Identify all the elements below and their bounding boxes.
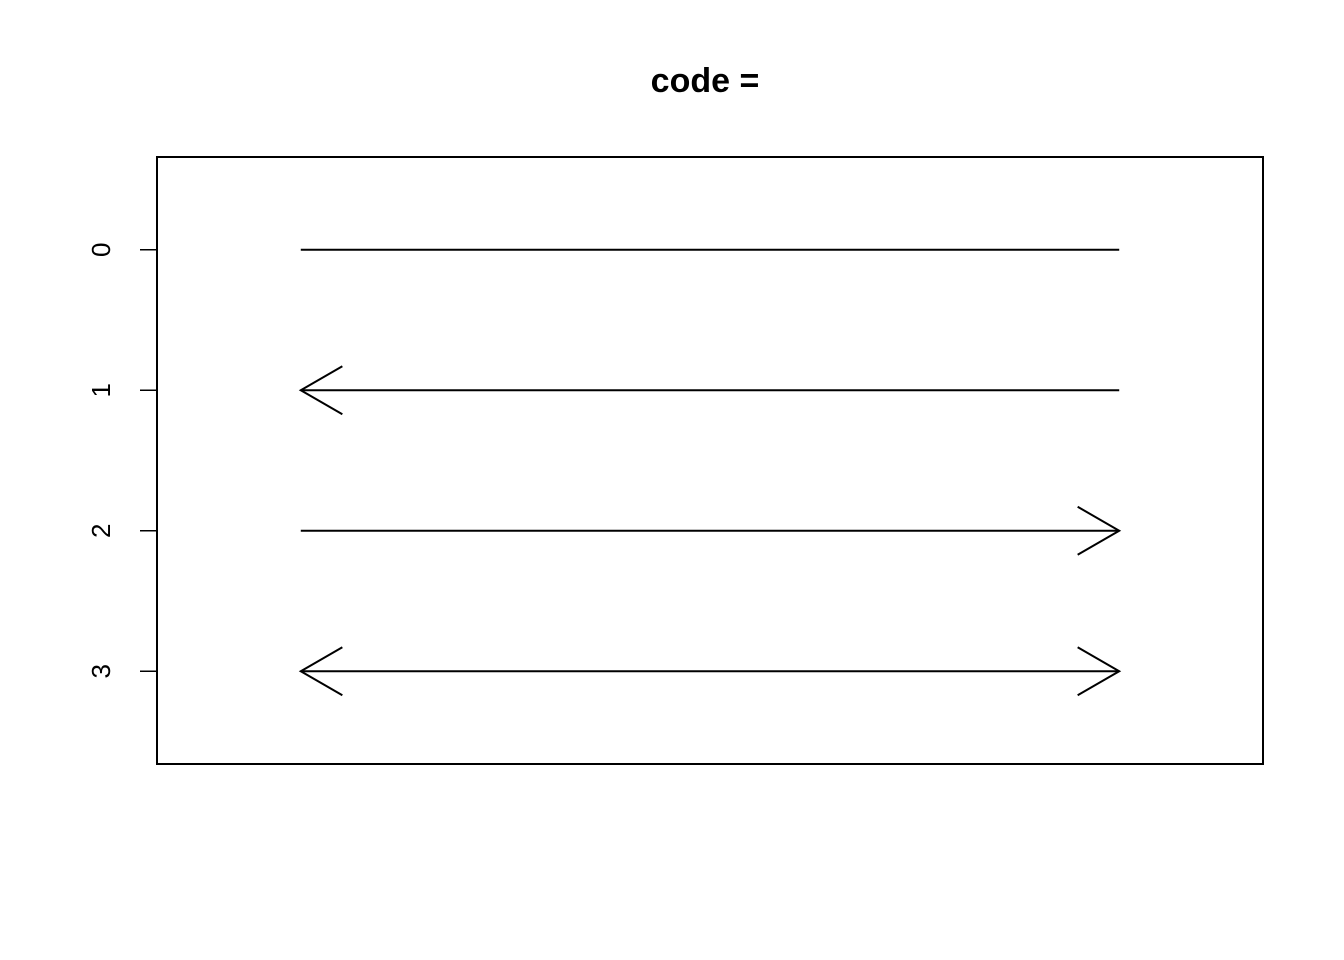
arrow-head-start	[298, 646, 343, 697]
y-tick-label: 3	[86, 664, 116, 678]
arrow-head-start	[298, 365, 343, 416]
y-tick-label: 0	[86, 243, 116, 257]
plot-frame	[156, 156, 1264, 765]
y-tick-label: 2	[86, 524, 116, 538]
chart-title: code =	[651, 62, 760, 100]
y-axis-ticks: 0 1 2 3	[86, 243, 157, 678]
arrows-group	[298, 248, 1122, 697]
arrow-code-1	[298, 365, 1120, 416]
y-tick-label: 1	[86, 383, 116, 397]
arrow-head-end	[1077, 505, 1122, 556]
arrow-code-2	[300, 505, 1122, 556]
arrow-code-3	[298, 646, 1122, 697]
arrow-head-end	[1077, 646, 1122, 697]
